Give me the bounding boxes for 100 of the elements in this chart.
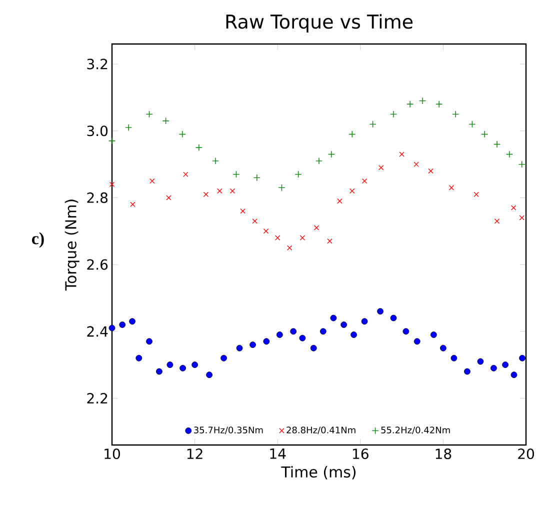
x-tick-label: 12 (187, 448, 202, 459)
point (448, 185, 454, 190)
point (493, 140, 501, 148)
point (286, 245, 292, 250)
point (506, 150, 513, 158)
point (130, 202, 136, 208)
y-tick-label: 3.2 (87, 58, 108, 70)
point (502, 362, 508, 368)
point (477, 358, 484, 365)
point (430, 332, 437, 338)
point (252, 218, 258, 224)
point (436, 100, 443, 108)
x-tick-label: 20 (518, 448, 534, 460)
point (146, 110, 153, 118)
y-tick-label: 2.6 (87, 259, 108, 270)
point (474, 192, 479, 197)
point (428, 168, 434, 174)
point (468, 120, 476, 128)
point (378, 165, 384, 170)
legend-label: 35.7Hz/0.35Nm (194, 426, 263, 434)
legend-label: 55.2Hz/0.42Nm (381, 426, 450, 434)
point (327, 238, 332, 244)
point (274, 235, 280, 240)
point (192, 362, 198, 368)
point (136, 354, 142, 362)
point (146, 338, 152, 345)
y-tick-label: 2.8 (87, 192, 108, 204)
point (253, 174, 260, 182)
point (240, 208, 246, 214)
point (206, 372, 212, 378)
point (162, 117, 170, 124)
point (300, 235, 306, 240)
y-tick-label: 3.0 (87, 126, 108, 136)
point (278, 184, 286, 192)
point (350, 332, 357, 338)
point (362, 178, 368, 184)
y-tick-label: 2.4 (87, 326, 108, 337)
x-tick-label: 10 (104, 448, 120, 460)
point (390, 314, 397, 322)
point (150, 178, 155, 184)
point (464, 368, 470, 375)
point (129, 318, 136, 325)
point (390, 110, 398, 118)
point (109, 182, 115, 187)
point (178, 130, 186, 138)
text: c) (32, 232, 44, 248)
point (337, 198, 342, 204)
point (519, 354, 526, 362)
point (119, 322, 126, 328)
point (494, 218, 500, 224)
x-tick-label: 14 (270, 448, 286, 459)
point (402, 328, 410, 335)
point (108, 324, 116, 332)
point (328, 150, 335, 158)
point (510, 205, 516, 210)
point (320, 328, 326, 335)
point (263, 228, 269, 234)
point (518, 160, 526, 168)
point (510, 372, 518, 378)
x-tick-label: 18 (436, 448, 452, 460)
point (166, 362, 174, 368)
point (236, 344, 243, 352)
point (230, 188, 236, 194)
point (294, 170, 302, 178)
point (490, 364, 497, 372)
y-tick-label: 2.2 (87, 393, 108, 404)
point (361, 318, 368, 325)
point (348, 130, 356, 138)
point (212, 157, 220, 165)
point (315, 157, 323, 165)
point (290, 328, 297, 335)
point (340, 322, 348, 328)
point (195, 144, 202, 152)
point (414, 162, 419, 167)
x-axis-title: Time (ms) (281, 466, 356, 480)
point (330, 314, 337, 322)
legend-label: 28.8Hz/0.41Nm (286, 426, 356, 434)
point (377, 308, 384, 315)
point (299, 334, 306, 342)
point (440, 344, 446, 352)
point (108, 137, 116, 144)
point (203, 192, 209, 197)
point (369, 120, 376, 128)
point (156, 368, 162, 375)
point (418, 97, 426, 104)
point (180, 364, 186, 372)
point (263, 338, 270, 345)
point (314, 225, 320, 230)
point (250, 342, 256, 348)
point (519, 215, 524, 220)
point (414, 338, 420, 345)
point (125, 124, 132, 132)
point (450, 354, 458, 362)
point (183, 172, 188, 177)
point (217, 188, 222, 194)
point (220, 354, 227, 362)
point (232, 170, 240, 178)
point (276, 332, 283, 338)
y-axis-title: Torque (Nm) (64, 200, 80, 291)
point (452, 110, 460, 118)
